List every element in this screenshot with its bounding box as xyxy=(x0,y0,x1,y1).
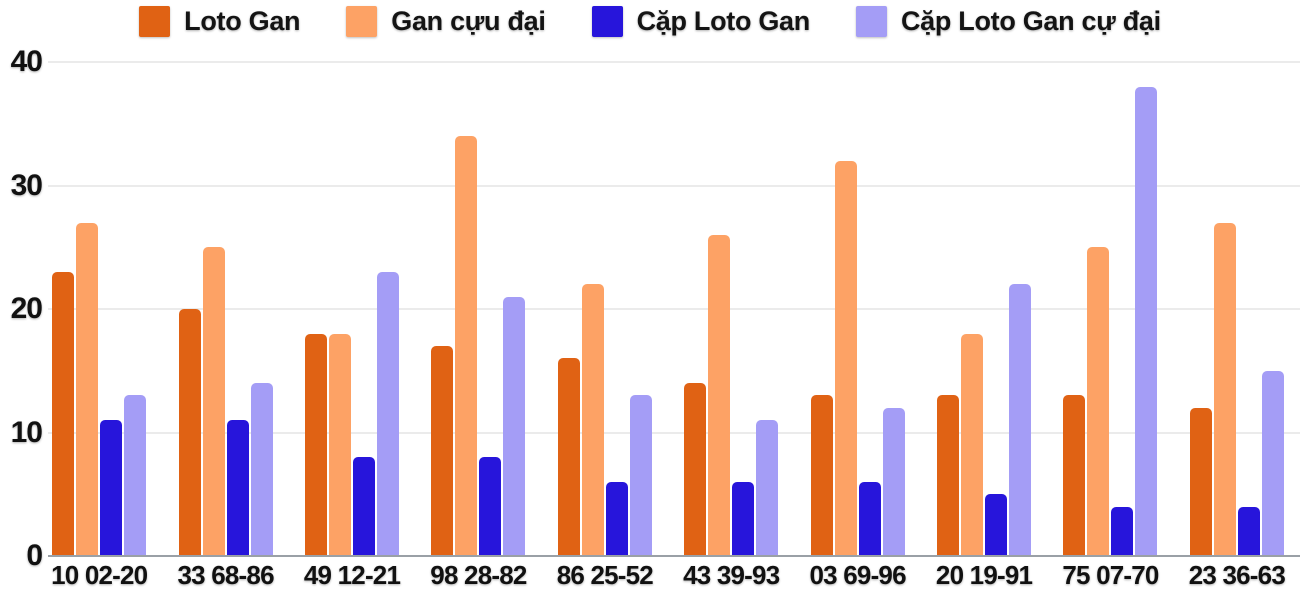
y-tick-label-0: 0 xyxy=(26,539,43,572)
x-category-label-9: 23 36-63 xyxy=(1188,560,1286,590)
x-category-label-5: 43 39-93 xyxy=(683,560,780,590)
bar-03_69-96-series-0[interactable] xyxy=(810,395,833,556)
legend-swatch-icon xyxy=(346,6,378,37)
bar-03_69-96-series-3[interactable] xyxy=(882,408,905,556)
legend-item-series-0[interactable]: Loto Gan xyxy=(139,6,301,37)
bars-container xyxy=(36,0,1300,556)
bar-33_68-86-series-1[interactable] xyxy=(202,247,225,556)
bar-23_36-63-series-0[interactable] xyxy=(1189,408,1212,556)
gridline-y-40 xyxy=(48,61,1300,63)
bar-10_02-20-series-1[interactable] xyxy=(76,223,99,556)
bar-86_25-52-series-0[interactable] xyxy=(557,358,580,556)
bar-group-6 xyxy=(794,0,920,556)
legend-label: Cặp Loto Gan xyxy=(636,6,811,36)
y-tick-label-40: 40 xyxy=(10,45,43,78)
x-category-label-6: 03 69-96 xyxy=(809,560,907,590)
bar-group-4 xyxy=(542,0,668,556)
bar-10_02-20-series-2[interactable] xyxy=(100,420,123,556)
bar-86_25-52-series-2[interactable] xyxy=(605,482,628,556)
legend-label: Gan cựu đại xyxy=(391,6,546,36)
bar-33_68-86-series-3[interactable] xyxy=(250,383,273,556)
bar-group-8 xyxy=(1047,0,1173,556)
bar-group-7 xyxy=(921,0,1047,556)
bar-group-3 xyxy=(415,0,541,556)
bar-23_36-63-series-2[interactable] xyxy=(1237,507,1260,556)
gridline-y-10 xyxy=(48,431,1300,434)
bar-98_28-82-series-2[interactable] xyxy=(479,457,502,556)
legend-item-series-2[interactable]: Cặp Loto Gan xyxy=(591,6,811,37)
bar-43_39-93-series-1[interactable] xyxy=(708,235,731,556)
bar-20_19-91-series-0[interactable] xyxy=(937,395,960,556)
bar-group-0 xyxy=(36,0,162,556)
bar-20_19-91-series-2[interactable] xyxy=(985,494,1008,556)
legend-label: Cặp Loto Gan cự đại xyxy=(900,6,1161,36)
y-tick-label-30: 30 xyxy=(10,168,43,202)
bar-43_39-93-series-2[interactable] xyxy=(732,482,755,556)
bar-49_12-21-series-2[interactable] xyxy=(353,457,376,556)
bar-86_25-52-series-3[interactable] xyxy=(629,395,652,556)
x-category-label-0: 10 02-20 xyxy=(51,560,148,590)
bar-03_69-96-series-1[interactable] xyxy=(834,161,857,556)
bar-33_68-86-series-2[interactable] xyxy=(226,420,249,556)
bar-23_36-63-series-3[interactable] xyxy=(1261,371,1284,556)
bar-group-5 xyxy=(668,0,794,556)
bar-23_36-63-series-1[interactable] xyxy=(1213,223,1236,556)
x-axis-line xyxy=(48,555,1300,557)
bar-75_07-70-series-0[interactable] xyxy=(1063,395,1086,556)
bar-20_19-91-series-1[interactable] xyxy=(961,334,984,556)
legend-item-series-1[interactable]: Gan cựu đại xyxy=(346,6,546,37)
y-tick-label-10: 10 xyxy=(10,415,43,449)
bar-43_39-93-series-3[interactable] xyxy=(756,420,779,556)
x-category-label-4: 86 25-52 xyxy=(556,560,654,590)
bar-86_25-52-series-1[interactable] xyxy=(581,284,604,556)
bar-33_68-86-series-0[interactable] xyxy=(178,309,201,556)
gridline-y-30 xyxy=(48,184,1300,187)
bar-75_07-70-series-2[interactable] xyxy=(1111,507,1134,556)
x-axis: 10 02-20 33 68-86 49 12-21 98 28-82 86 25-52… xyxy=(36,560,1300,591)
y-tick-label-20: 20 xyxy=(10,292,43,325)
bar-75_07-70-series-1[interactable] xyxy=(1087,247,1110,556)
gridline-y-20 xyxy=(48,308,1300,310)
legend-swatch-icon xyxy=(139,6,171,37)
bar-98_28-82-series-1[interactable] xyxy=(455,136,478,556)
x-category-label-3: 98 28-82 xyxy=(430,560,527,590)
bar-20_19-91-series-3[interactable] xyxy=(1009,284,1032,556)
x-category-label-8: 75 07-70 xyxy=(1062,560,1159,590)
chart-legend: Loto Gan Gan cựu đại Cặp Loto Gan Cặp Loto … xyxy=(0,6,1300,37)
legend-item-series-3[interactable]: Cặp Loto Gan cự đại xyxy=(855,6,1161,37)
x-category-label-1: 33 68-86 xyxy=(177,560,274,590)
bar-10_02-20-series-3[interactable] xyxy=(124,395,147,556)
bar-10_02-20-series-0[interactable] xyxy=(52,272,75,556)
bar-03_69-96-series-2[interactable] xyxy=(858,482,881,556)
legend-label: Loto Gan xyxy=(184,6,301,36)
bar-75_07-70-series-3[interactable] xyxy=(1135,87,1158,556)
bar-43_39-93-series-0[interactable] xyxy=(684,383,707,556)
bar-group-1 xyxy=(162,0,288,556)
bar-49_12-21-series-1[interactable] xyxy=(329,334,352,556)
bar-49_12-21-series-0[interactable] xyxy=(305,334,328,556)
bar-group-9 xyxy=(1174,0,1300,556)
legend-swatch-icon xyxy=(591,6,623,37)
bar-98_28-82-series-3[interactable] xyxy=(503,297,526,556)
x-category-label-2: 49 12-21 xyxy=(303,560,401,590)
x-category-label-7: 20 19-91 xyxy=(935,560,1033,590)
bar-49_12-21-series-3[interactable] xyxy=(377,272,400,556)
legend-swatch-icon xyxy=(855,6,887,37)
bar-98_28-82-series-0[interactable] xyxy=(431,346,454,556)
bar-group-2 xyxy=(289,0,415,556)
